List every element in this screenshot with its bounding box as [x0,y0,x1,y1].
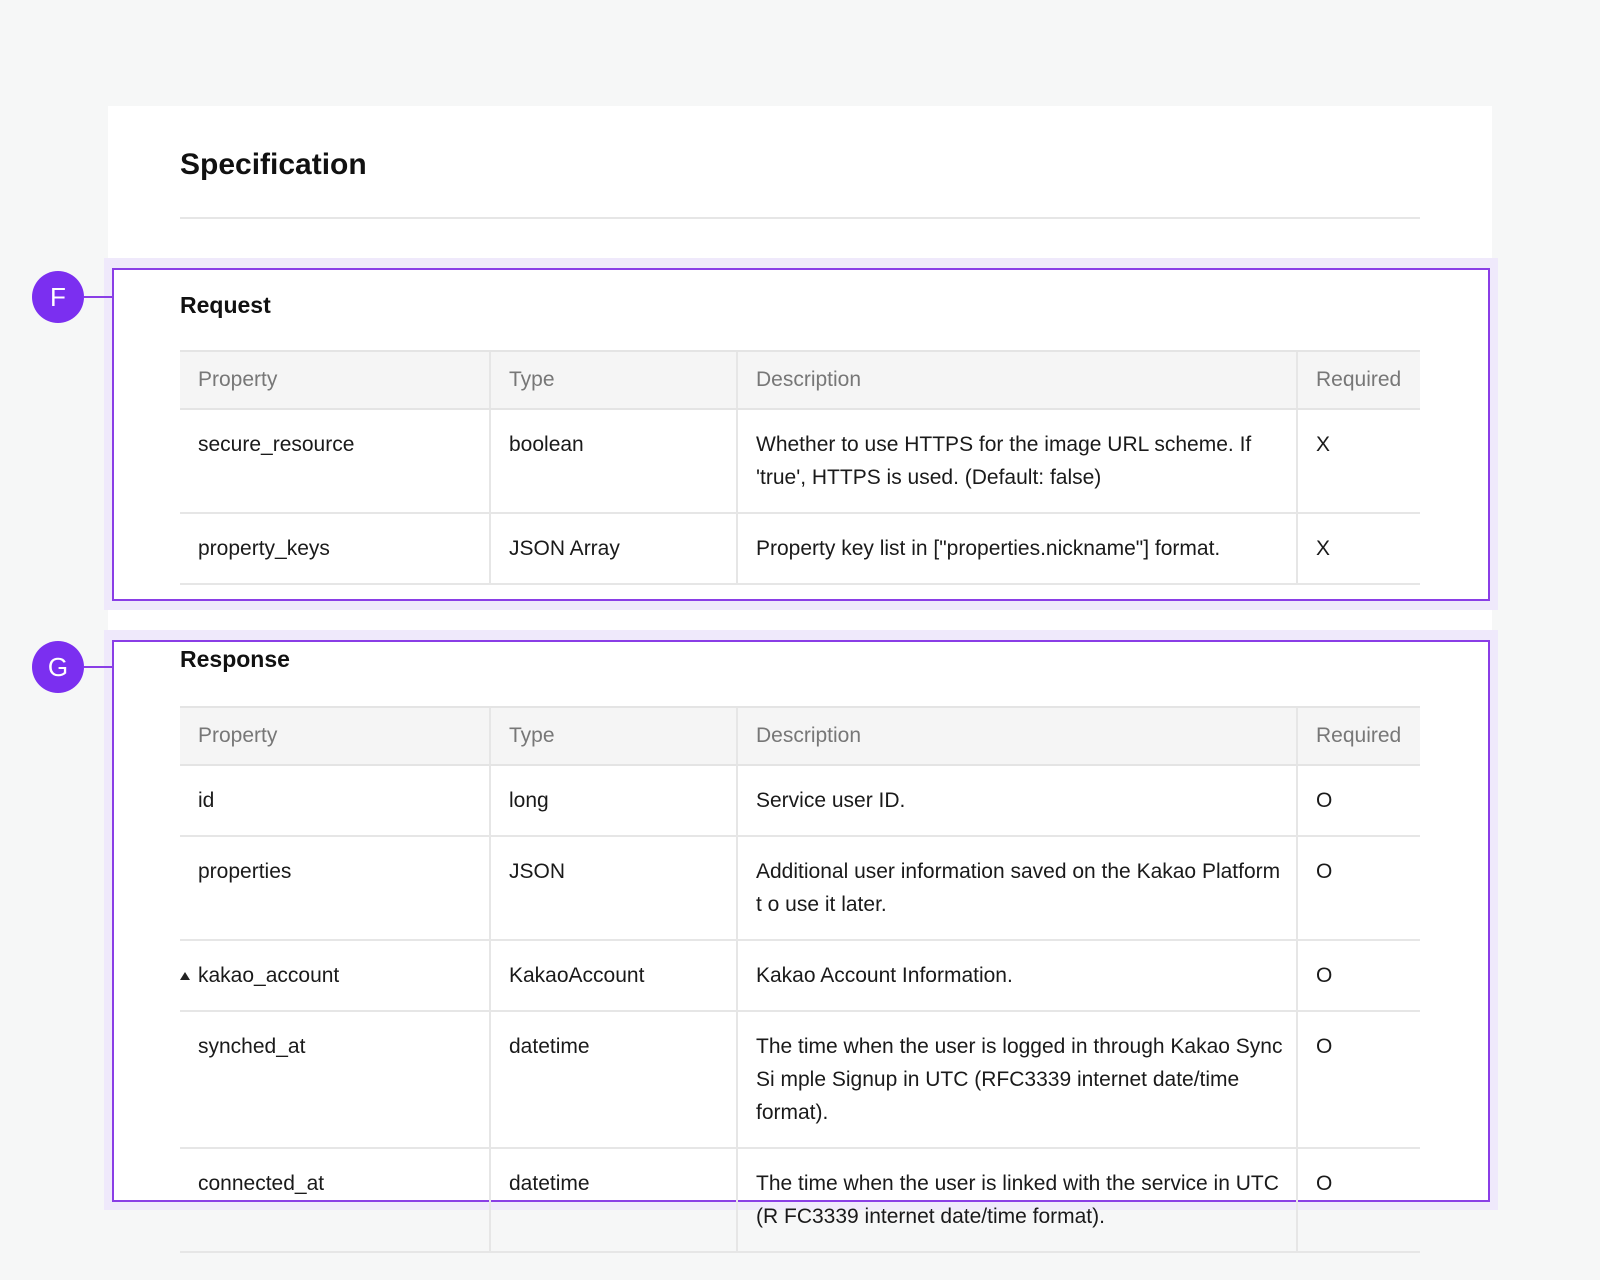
request-heading: Request [180,292,271,318]
required-cell: O [1296,1148,1420,1253]
table-row: id long Service user ID. O [180,765,1420,837]
column-header-description: Description [736,706,1297,766]
required-cell: X [1296,409,1420,514]
description-cell: The time when the user is linked with th… [736,1148,1297,1253]
property-cell: synched_at [180,1011,490,1149]
column-header-description: Description [736,350,1297,410]
table-row: secure_resource boolean Whether to use H… [180,409,1420,514]
property-cell: secure_resource [180,409,490,514]
request-table-header: Property Type Description Required [180,350,1420,410]
response-table: Property Type Description Required id lo… [180,706,1420,1253]
type-cell: JSON Array [489,513,737,585]
property-cell: id [180,765,490,837]
response-marker: G [32,641,84,693]
table-row: connected_at datetime The time when the … [180,1148,1420,1253]
required-cell: O [1296,940,1420,1012]
description-cell: Kakao Account Information. [736,940,1297,1012]
table-row: property_keys JSON Array Property key li… [180,513,1420,585]
required-cell: O [1296,765,1420,837]
description-cell: Property key list in ["properties.nickna… [736,513,1297,585]
table-row-expandable[interactable]: kakao_account KakaoAccount Kakao Account… [180,940,1420,1012]
response-table-header: Property Type Description Required [180,706,1420,766]
type-cell: JSON [489,836,737,941]
property-label: kakao_account [198,964,340,987]
column-header-type: Type [489,350,737,410]
column-header-property: Property [180,350,490,410]
request-marker-connector [84,296,112,298]
response-marker-connector [84,666,112,668]
table-row: properties JSON Additional user informat… [180,836,1420,941]
type-cell: KakaoAccount [489,940,737,1012]
column-header-required: Required [1296,706,1420,766]
description-cell: Additional user information saved on the… [736,836,1297,941]
column-header-type: Type [489,706,737,766]
request-marker: F [32,271,84,323]
property-cell: connected_at [180,1148,490,1253]
description-cell: Service user ID. [736,765,1297,837]
property-cell[interactable]: kakao_account [180,940,490,1012]
property-cell: property_keys [180,513,490,585]
column-header-required: Required [1296,350,1420,410]
description-cell: Whether to use HTTPS for the image URL s… [736,409,1297,514]
title-divider [180,217,1420,219]
response-heading: Response [180,646,290,672]
page-title: Specification [180,148,367,181]
table-row: synched_at datetime The time when the us… [180,1011,1420,1149]
required-cell: O [1296,1011,1420,1149]
property-cell: properties [180,836,490,941]
column-header-property: Property [180,706,490,766]
triangle-up-icon[interactable] [180,972,190,980]
type-cell: datetime [489,1011,737,1149]
required-cell: X [1296,513,1420,585]
type-cell: long [489,765,737,837]
description-cell: The time when the user is logged in thro… [736,1011,1297,1149]
required-cell: O [1296,836,1420,941]
type-cell: boolean [489,409,737,514]
request-table: Property Type Description Required secur… [180,350,1420,585]
type-cell: datetime [489,1148,737,1253]
